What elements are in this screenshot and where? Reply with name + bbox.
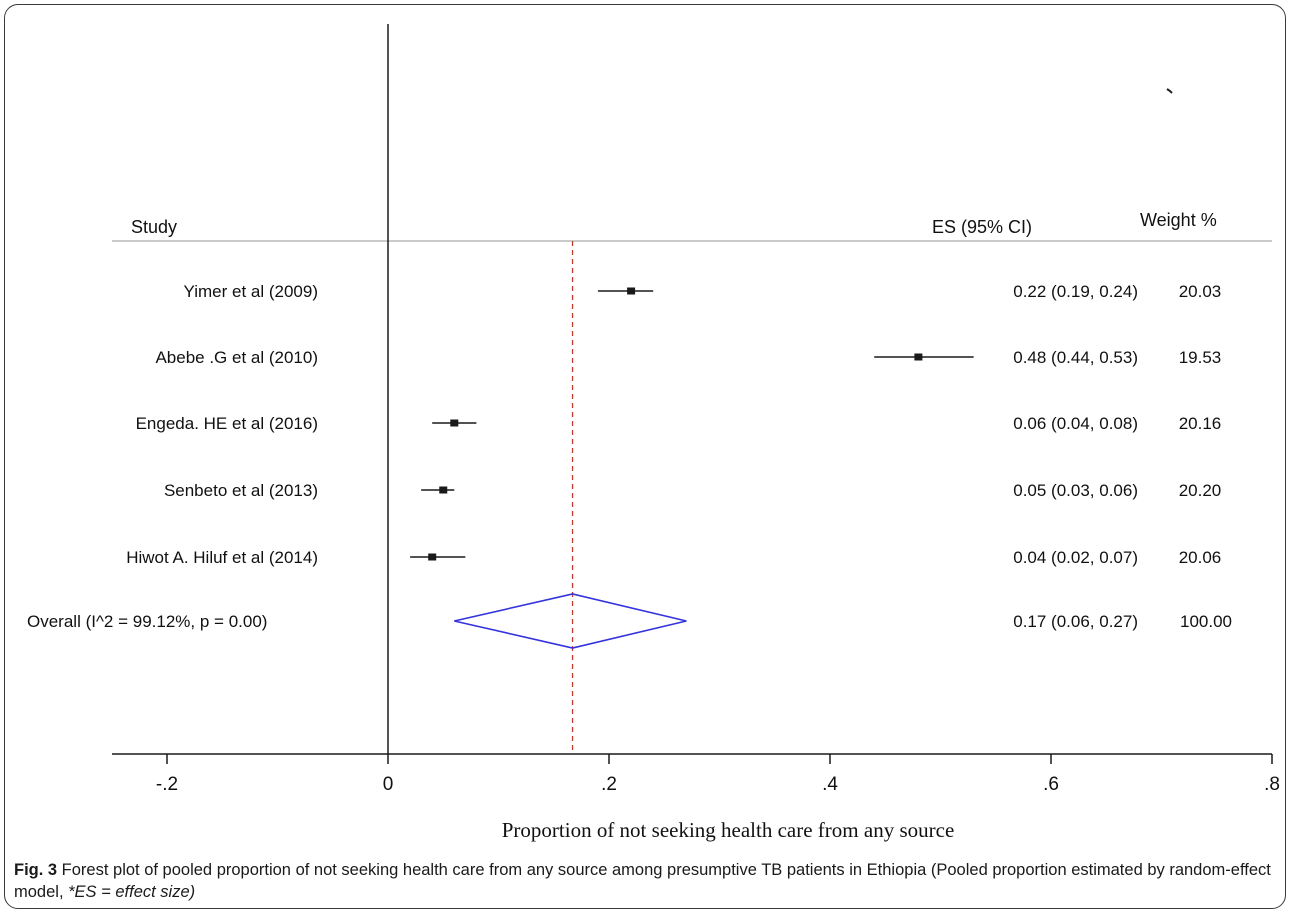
study-label: Hiwot A. Hiluf et al (2014) (126, 548, 318, 567)
es-ci-value: 0.06 (0.04, 0.08) (1013, 414, 1138, 433)
study-row: Hiwot A. Hiluf et al (2014) 0.04 (0.02, 0… (126, 548, 1221, 567)
stray-mark (1166, 88, 1173, 94)
effect-size-marker (914, 353, 923, 361)
study-rows: Yimer et al (2009) 0.22 (0.19, 0.24) 20.03… (126, 282, 1221, 567)
effect-size-marker (428, 553, 437, 561)
overall-es-ci: 0.17 (0.06, 0.27) (1013, 612, 1138, 631)
x-tick-label: -.2 (156, 774, 178, 795)
study-label: Engeda. HE et al (2016) (136, 414, 318, 433)
caption-text: Forest plot of pooled proportion of not … (14, 861, 1271, 901)
header-weight: Weight % (1140, 210, 1217, 230)
es-ci-value: 0.04 (0.02, 0.07) (1013, 548, 1138, 567)
forest-plot: Study ES (95% CI) Weight % Yimer et al (… (27, 24, 1280, 842)
study-row: Senbeto et al (2013) 0.05 (0.03, 0.06) 20.… (164, 481, 1221, 500)
study-label: Yimer et al (2009) (184, 282, 318, 301)
weight-value: 19.53 (1179, 348, 1222, 367)
x-tick-label: .8 (1264, 774, 1280, 795)
header-es-ci: ES (95% CI) (932, 217, 1032, 237)
caption-label: Fig. 3 (14, 861, 58, 879)
overall-label: Overall (I^2 = 99.12%, p = 0.00) (27, 612, 267, 631)
caption-note: *ES = effect size) (68, 883, 196, 901)
x-ticks: -.2 0 .2 .4 .6 .8 (156, 754, 1280, 795)
table-header: Study ES (95% CI) Weight % (131, 210, 1217, 237)
figure-frame (4, 4, 1286, 909)
es-ci-value: 0.05 (0.03, 0.06) (1013, 481, 1138, 500)
study-row: Abebe .G et al (2010) 0.48 (0.44, 0.53) 19… (155, 348, 1221, 367)
header-study: Study (131, 217, 177, 237)
es-ci-value: 0.48 (0.44, 0.53) (1013, 348, 1138, 367)
study-row: Yimer et al (2009) 0.22 (0.19, 0.24) 20.03 (184, 282, 1222, 301)
x-axis-label: Proportion of not seeking health care fr… (502, 818, 955, 842)
weight-value: 20.03 (1179, 282, 1222, 301)
effect-size-marker (450, 419, 459, 427)
weight-value: 20.06 (1179, 548, 1222, 567)
weight-value: 20.20 (1179, 481, 1222, 500)
overall-diamond (454, 593, 687, 649)
es-ci-value: 0.22 (0.19, 0.24) (1013, 282, 1138, 301)
figure-caption: Fig. 3 Forest plot of pooled proportion … (14, 859, 1274, 903)
overall-weight: 100.00 (1180, 612, 1232, 631)
effect-size-marker (439, 486, 448, 494)
study-label: Abebe .G et al (2010) (155, 348, 318, 367)
effect-size-marker (627, 287, 636, 295)
weight-value: 20.16 (1179, 414, 1222, 433)
x-tick-label: .2 (601, 774, 617, 795)
x-tick-label: .6 (1043, 774, 1059, 795)
x-tick-label: 0 (383, 774, 394, 795)
study-label: Senbeto et al (2013) (164, 481, 318, 500)
x-tick-label: .4 (822, 774, 838, 795)
study-row: Engeda. HE et al (2016) 0.06 (0.04, 0.08)… (136, 414, 1222, 433)
axes-layer (112, 24, 1272, 755)
overall-row: Overall (I^2 = 99.12%, p = 0.00) 0.17 (0.… (27, 593, 1232, 649)
